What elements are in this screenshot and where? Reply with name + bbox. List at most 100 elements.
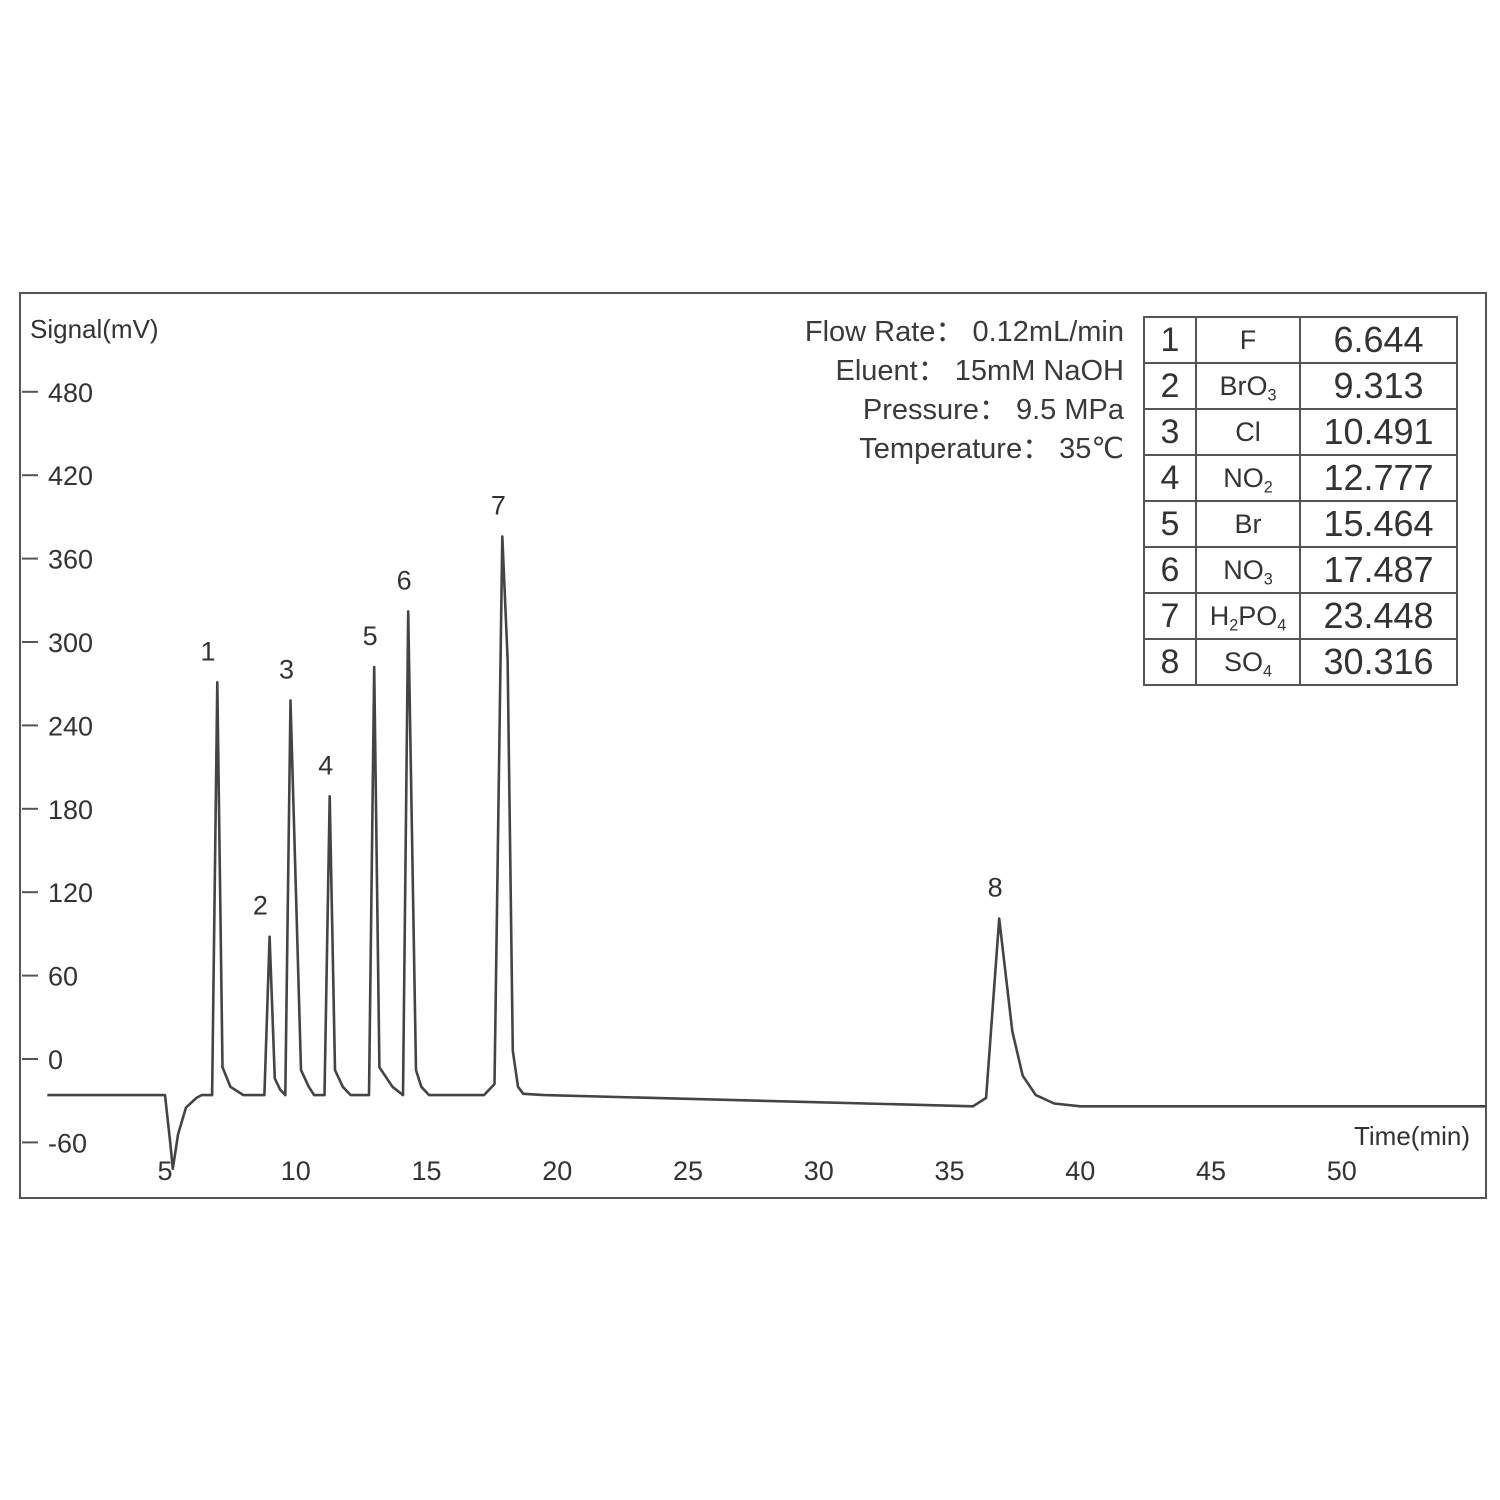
retention-time-text: 6.644 xyxy=(1333,319,1424,360)
x-tick-label: 10 xyxy=(281,1156,311,1186)
peak-number: 6 xyxy=(1143,546,1197,594)
peak-table-row: 3 Cl 10.491 xyxy=(1143,408,1458,456)
peak-table-row: 1 F 6.644 xyxy=(1143,316,1458,364)
chart-frame xyxy=(19,292,1487,1199)
y-tick-label: 240 xyxy=(48,711,93,741)
retention-time-text: 15.464 xyxy=(1323,503,1434,544)
y-tick-label: 300 xyxy=(48,628,93,658)
ion-subscript: 3 xyxy=(1267,386,1277,405)
ion-subscript: 2 xyxy=(1263,478,1273,497)
peak-label: 7 xyxy=(491,490,506,520)
peak-label: 6 xyxy=(397,565,412,595)
ion-subscript: 2 xyxy=(1229,616,1239,635)
peak-label: 1 xyxy=(201,636,216,666)
y-tick-label: 60 xyxy=(48,962,78,992)
y-tick-label: 420 xyxy=(48,461,93,491)
peak-table: 1 F 6.644 2 BrO3 9.313 3 Cl 10.491 4 NO2 12.777 5 Br 1… xyxy=(1143,316,1458,686)
peak-number: 1 xyxy=(1143,316,1197,364)
peak-table-row: 4 NO2 12.777 xyxy=(1143,454,1458,502)
peak-retention-time: 10.491 xyxy=(1299,408,1458,456)
peak-retention-time: 12.777 xyxy=(1299,454,1458,502)
chromatogram-trace xyxy=(47,535,1486,1171)
peak-retention-time: 23.448 xyxy=(1299,592,1458,640)
peak-table-row: 8 SO4 30.316 xyxy=(1143,638,1458,686)
peak-number: 7 xyxy=(1143,592,1197,640)
peak-ion: NO2 xyxy=(1195,454,1301,502)
peak-number-text: 6 xyxy=(1160,550,1180,589)
ion-subscript: 3 xyxy=(1263,570,1273,589)
condition-flow-rate: Flow Rate： 0.12mL/min xyxy=(804,316,1124,348)
ion-formula-b: PO xyxy=(1238,600,1278,631)
peak-ion: Br xyxy=(1195,500,1301,548)
condition-pressure: Pressure： 9.5 MPa xyxy=(862,394,1124,426)
condition-eluent: Eluent： 15mM NaOH xyxy=(835,355,1125,387)
retention-time-text: 17.487 xyxy=(1323,549,1434,590)
peak-retention-time: 17.487 xyxy=(1299,546,1458,594)
y-axis-label: Signal(mV) xyxy=(30,314,159,344)
peak-ion: NO3 xyxy=(1195,546,1301,594)
peak-retention-time: 6.644 xyxy=(1299,316,1458,364)
y-tick-label: 180 xyxy=(48,795,93,825)
retention-time-text: 9.313 xyxy=(1333,365,1424,406)
peak-retention-time: 30.316 xyxy=(1299,638,1458,686)
ion-formula: BrO xyxy=(1219,370,1268,401)
peak-retention-time: 15.464 xyxy=(1299,500,1458,548)
y-tick-label: 360 xyxy=(48,545,93,575)
peak-number-text: 4 xyxy=(1160,458,1180,497)
ion-formula: H xyxy=(1209,600,1230,631)
y-tick-label: 480 xyxy=(48,378,93,408)
peak-table-row: 5 Br 15.464 xyxy=(1143,500,1458,548)
peak-number-text: 5 xyxy=(1160,504,1180,543)
x-tick-label: 50 xyxy=(1327,1156,1357,1186)
x-tick-label: 15 xyxy=(411,1156,441,1186)
peak-table-row: 2 BrO3 9.313 xyxy=(1143,362,1458,410)
peak-number: 4 xyxy=(1143,454,1197,502)
ion-subscript-b: 4 xyxy=(1277,616,1287,635)
peak-label: 8 xyxy=(988,873,1003,903)
peak-label: 4 xyxy=(318,750,333,780)
ion-subscript: 4 xyxy=(1263,662,1273,681)
peak-table-row: 7 H2PO4 23.448 xyxy=(1143,592,1458,640)
peak-number-text: 1 xyxy=(1160,320,1180,359)
ion-formula: SO xyxy=(1223,646,1263,677)
ion-formula: NO xyxy=(1223,554,1264,585)
retention-time-text: 23.448 xyxy=(1323,595,1434,636)
peak-ion: F xyxy=(1195,316,1301,364)
peak-number: 2 xyxy=(1143,362,1197,410)
peak-number-text: 2 xyxy=(1160,366,1180,405)
peak-number: 8 xyxy=(1143,638,1197,686)
x-tick-label: 30 xyxy=(804,1156,834,1186)
peak-ion: SO4 xyxy=(1195,638,1301,686)
x-tick-label: 35 xyxy=(934,1156,964,1186)
peak-table-row: 6 NO3 17.487 xyxy=(1143,546,1458,594)
peak-number-text: 3 xyxy=(1160,412,1180,451)
ion-formula: Cl xyxy=(1235,416,1261,447)
ion-formula: F xyxy=(1239,324,1257,355)
retention-time-text: 10.491 xyxy=(1323,411,1434,452)
peak-number: 3 xyxy=(1143,408,1197,456)
peak-label: 3 xyxy=(279,654,294,684)
y-tick-label: 0 xyxy=(48,1045,63,1075)
y-tick-label: -60 xyxy=(48,1128,87,1158)
peak-number-text: 8 xyxy=(1160,642,1180,681)
x-axis-label: Time(min) xyxy=(1354,1121,1470,1151)
retention-time-text: 30.316 xyxy=(1323,641,1434,682)
peak-ion: Cl xyxy=(1195,408,1301,456)
peak-retention-time: 9.313 xyxy=(1299,362,1458,410)
x-tick-label: 20 xyxy=(542,1156,572,1186)
peak-label: 2 xyxy=(253,891,268,921)
ion-formula: Br xyxy=(1234,508,1262,539)
condition-temperature: Temperature： 35℃ xyxy=(859,433,1124,465)
x-tick-label: 40 xyxy=(1065,1156,1095,1186)
peak-number-text: 7 xyxy=(1160,596,1180,635)
conditions-block: Flow Rate： 0.12mL/min Eluent： 15mM NaOH … xyxy=(805,313,1124,469)
peak-label: 5 xyxy=(363,621,378,651)
y-tick-label: 120 xyxy=(48,878,93,908)
peak-number: 5 xyxy=(1143,500,1197,548)
x-tick-label: 25 xyxy=(673,1156,703,1186)
retention-time-text: 12.777 xyxy=(1323,457,1434,498)
peak-ion: BrO3 xyxy=(1195,362,1301,410)
x-tick-label: 5 xyxy=(157,1156,172,1186)
x-tick-label: 45 xyxy=(1196,1156,1226,1186)
